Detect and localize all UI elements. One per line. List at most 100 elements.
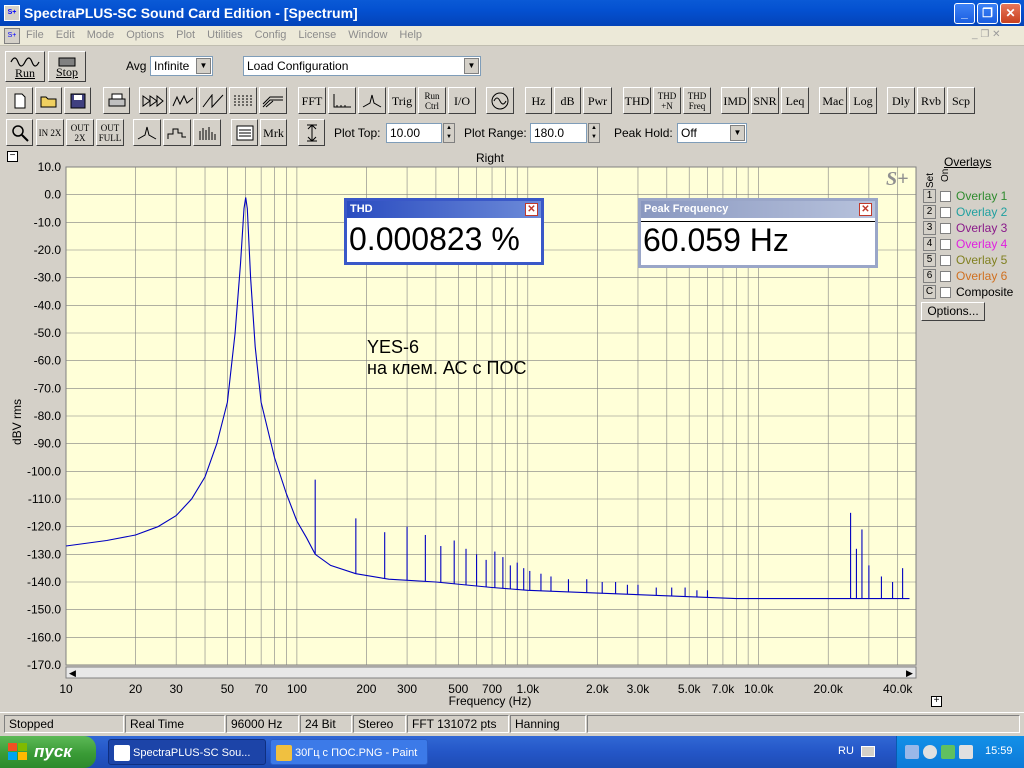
magnifier-icon[interactable] [6,119,33,146]
overlay-checkbox[interactable] [940,223,951,234]
thd-n-button[interactable]: THD +N [653,87,681,114]
bar-plot-icon[interactable] [193,119,221,146]
imd-button[interactable]: IMD [721,87,749,114]
chevron-down-icon[interactable]: ▼ [196,58,211,74]
peak-icon[interactable] [358,87,386,114]
overlay-set-button[interactable]: C [923,285,936,299]
overlay-set-button[interactable]: 3 [923,221,936,235]
overlay-checkbox[interactable] [940,255,951,266]
dly-button[interactable]: Dly [887,87,915,114]
x-tick-label: 40.0k [883,682,913,696]
close-button[interactable]: ✕ [1000,3,1021,24]
chevron-down-icon[interactable]: ▼ [730,125,745,141]
overlay-checkbox[interactable] [940,287,951,298]
menu-item-license[interactable]: License [298,29,337,41]
collapse-button[interactable]: − [7,151,18,162]
network-icon[interactable] [905,745,919,759]
overlay-set-button[interactable]: 4 [923,237,936,251]
mac-button[interactable]: Mac [819,87,847,114]
task-spectraplus[interactable]: SpectraPLUS-SC Sou... [108,739,266,765]
expand-button[interactable]: + [931,696,942,707]
mdi-controls[interactable]: _ ❐ ✕ [972,29,1001,40]
save-icon[interactable] [64,87,91,114]
stop-button[interactable]: Stop [48,51,86,82]
overlay-set-button[interactable]: 1 [923,189,936,203]
waveform-icon[interactable] [169,87,197,114]
rvb-button[interactable]: Rvb [917,87,945,114]
minimize-button[interactable]: _ [954,3,975,24]
leq-button[interactable]: Leq [781,87,809,114]
chevron-down-icon[interactable]: ▼ [464,58,479,74]
config-select[interactable]: Load Configuration ▼ [243,56,481,76]
task-paint[interactable]: 30Гц с ПОС.PNG - Paint [270,739,428,765]
line-plot-icon[interactable] [133,119,161,146]
run-button[interactable]: Run [5,51,45,82]
antivirus-icon[interactable] [923,745,937,759]
menu-item-mode[interactable]: Mode [86,29,115,41]
menu-item-utilities[interactable]: Utilities [207,29,243,41]
step-plot-icon[interactable] [163,119,191,146]
avg-select[interactable]: Infinite ▼ [150,56,213,76]
menu-item-plot[interactable]: Plot [176,29,196,41]
overlay-set-button[interactable]: 2 [923,205,936,219]
overlay-set-button[interactable]: 6 [923,269,936,283]
menu-item-edit[interactable]: Edit [55,29,75,41]
overlay-checkbox[interactable] [940,207,951,218]
thd-freq-button[interactable]: THD Freq [683,87,711,114]
scp-button[interactable]: Scp [947,87,975,114]
spectrogram-icon[interactable] [229,87,257,114]
fast-forward-icon[interactable] [139,87,167,114]
menu-item-config[interactable]: Config [254,29,287,41]
overlay-checkbox[interactable] [940,191,951,202]
db-button[interactable]: dB [554,87,581,114]
io-button[interactable]: I/O [448,87,476,114]
close-icon[interactable]: ✕ [859,203,872,216]
peak-hold-select[interactable]: Off ▼ [677,123,747,143]
properties-icon[interactable] [231,119,258,146]
menu-item-help[interactable]: Help [399,29,423,41]
open-folder-icon[interactable] [35,87,62,114]
hz-button[interactable]: Hz [525,87,552,114]
menu-item-window[interactable]: Window [348,29,388,41]
vertical-scale-icon[interactable] [298,119,325,146]
marker-button[interactable]: Mrk [260,119,287,146]
close-icon[interactable]: ✕ [525,203,538,216]
usb-icon[interactable] [941,745,955,759]
keyboard-icon[interactable] [861,746,875,757]
overlay-options-button[interactable]: Options... [921,302,985,321]
overlay-checkbox[interactable] [940,271,951,282]
thd-readout-window[interactable]: THD ✕ 0.000823 % [344,198,544,265]
menu-item-options[interactable]: Options [126,29,165,41]
print-icon[interactable] [103,87,130,114]
plot-range-input[interactable]: 180.0 [530,123,587,143]
run-ctrl-button[interactable]: Run Ctrl [418,87,446,114]
overlay-checkbox[interactable] [940,239,951,250]
document-icon[interactable]: S+ [4,28,20,44]
new-icon[interactable] [6,87,33,114]
plot-top-input[interactable]: 10.00 [386,123,442,143]
plot-range-spinner[interactable]: ▲ ▼ [588,123,600,143]
ramp-icon[interactable] [199,87,227,114]
peak-frequency-window[interactable]: Peak Frequency ✕ 60.059 Hz [638,198,878,268]
maximize-button[interactable]: ❐ [977,3,998,24]
overlay-set-button[interactable]: 5 [923,253,936,267]
start-button[interactable]: пуск [0,736,96,768]
3d-surface-icon[interactable] [259,87,287,114]
axis-icon[interactable] [328,87,356,114]
zoom-out-button[interactable]: OUT 2X [66,119,94,146]
language-indicator[interactable]: RU [838,745,854,757]
snr-button[interactable]: SNR [751,87,779,114]
zoom-full-button[interactable]: OUT FULL [96,119,124,146]
menu-item-file[interactable]: File [26,29,44,41]
plot-top-spinner[interactable]: ▲ ▼ [443,123,455,143]
log-button[interactable]: Log [849,87,877,114]
trig-button[interactable]: Trig [388,87,416,114]
horizontal-scrollbar[interactable] [65,666,917,679]
generator-icon[interactable] [486,87,514,114]
thd-button[interactable]: THD [623,87,651,114]
pwr-button[interactable]: Pwr [583,87,612,114]
app-icon[interactable]: S+ [4,5,20,21]
volume-icon[interactable] [959,745,973,759]
zoom-in-button[interactable]: IN 2X [36,119,64,146]
fft-button[interactable]: FFT [298,87,326,114]
